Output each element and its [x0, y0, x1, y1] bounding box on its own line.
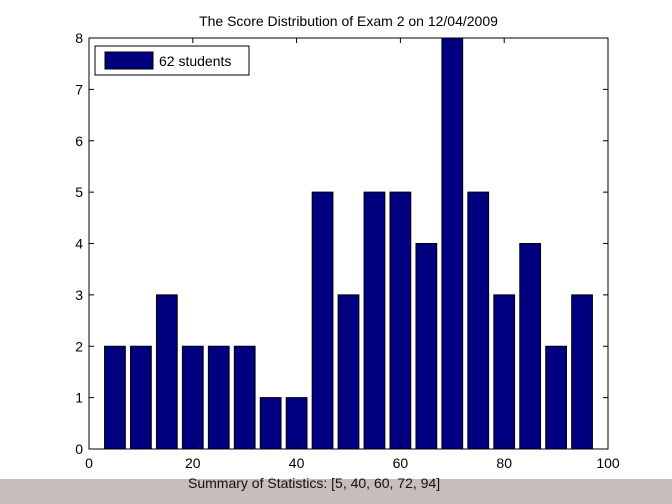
legend-label: 62 students	[159, 53, 231, 69]
x-tick-label: 20	[185, 455, 201, 471]
bar	[285, 397, 308, 450]
x-tick-label: 0	[85, 455, 93, 471]
y-tick-label: 3	[75, 287, 83, 303]
bar	[181, 345, 204, 450]
legend-swatch	[104, 51, 154, 70]
x-axis-label: Summary of Statistics: [5, 40, 60, 72, 9…	[188, 475, 441, 491]
x-tick-label: 40	[289, 455, 305, 471]
bar	[571, 294, 593, 450]
bar	[155, 294, 178, 450]
bar	[207, 345, 230, 450]
y-tick-label: 1	[75, 390, 83, 406]
bar	[415, 243, 438, 450]
bar	[519, 243, 542, 450]
bar	[441, 37, 464, 450]
bar	[389, 191, 412, 450]
bar	[233, 345, 256, 450]
bar	[545, 345, 567, 450]
y-tick-label: 0	[75, 441, 83, 457]
x-tick-label: 80	[496, 455, 512, 471]
bar	[104, 345, 126, 450]
bar	[311, 191, 334, 450]
y-tick-label: 7	[75, 81, 83, 97]
y-tick-label: 2	[75, 338, 83, 354]
bar	[363, 191, 386, 450]
y-tick-label: 4	[75, 236, 83, 252]
bar	[493, 294, 516, 450]
x-tick-label: 100	[596, 455, 620, 471]
bar	[259, 397, 282, 450]
chart-title: The Score Distribution of Exam 2 on 12/0…	[199, 13, 498, 29]
bar	[130, 345, 152, 450]
bar	[467, 191, 490, 450]
y-tick-label: 8	[75, 30, 83, 46]
bottom-band	[0, 479, 672, 504]
bar	[337, 294, 360, 450]
x-tick-label: 60	[393, 455, 409, 471]
y-tick-label: 5	[75, 184, 83, 200]
y-tick-label: 6	[75, 133, 83, 149]
